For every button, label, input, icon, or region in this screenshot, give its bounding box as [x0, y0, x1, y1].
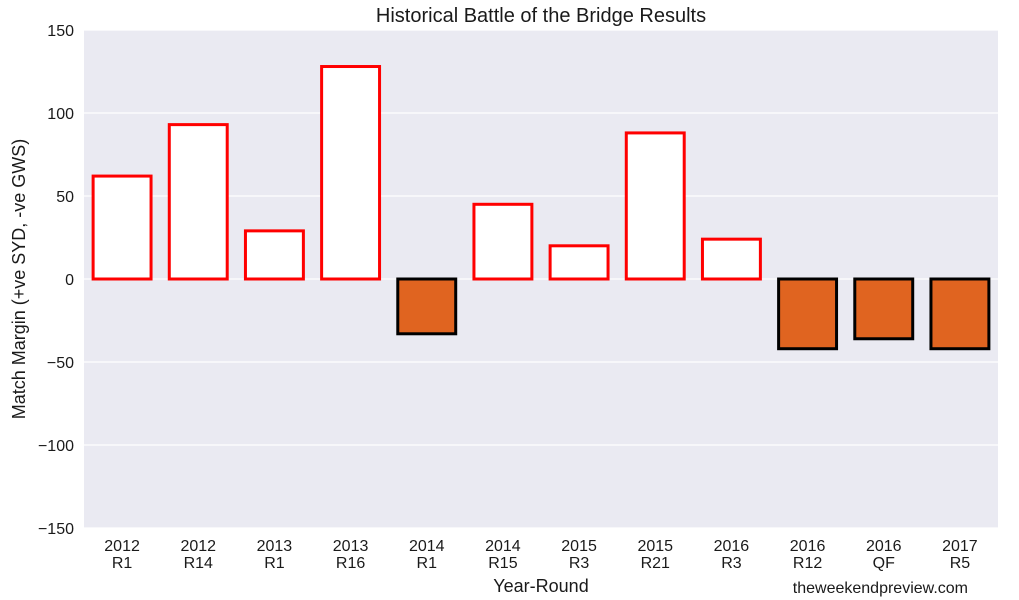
- x-tick-label: 2016 R3: [714, 538, 750, 572]
- x-tick-label: 2014 R1: [409, 538, 445, 572]
- y-tick-label: 50: [56, 189, 74, 206]
- bar-2015-r3: [548, 244, 610, 281]
- x-tick-label: 2017 R5: [942, 538, 978, 572]
- x-tick-label: 2013 R1: [257, 538, 293, 572]
- x-tick-label: 2015 R21: [637, 538, 673, 572]
- bars: [91, 65, 991, 351]
- bar-2014-r1: [396, 277, 458, 336]
- bar-2016-r3: [700, 237, 762, 281]
- x-tick-label: 2012 R14: [180, 538, 216, 572]
- x-tick-label: 2014 R15: [485, 538, 521, 572]
- x-tick-label: 2016 QF: [866, 538, 902, 572]
- bar-2017-r5: [929, 277, 991, 351]
- x-tick-label: 2015 R3: [561, 538, 597, 572]
- gridlines: [84, 29, 998, 529]
- bar-2015-r21: [624, 131, 686, 281]
- y-tick-label: 100: [47, 106, 74, 123]
- bar-2012-r1: [91, 174, 153, 281]
- x-tick-label: 2016 R12: [790, 538, 826, 572]
- chart-title: Historical Battle of the Bridge Results: [376, 5, 706, 27]
- y-axis-label: Match Margin (+ve SYD, -ve GWS): [9, 139, 29, 420]
- x-tick-labels: 2012 R1 2012 R14 2013 R1 2013 R16 2014 R1 2014 R15 2…: [104, 538, 978, 572]
- y-tick-labels: 150 100 50 0 −50 −100 −150: [38, 23, 74, 538]
- y-tick-label: −100: [38, 438, 74, 455]
- bar-2013-r1: [243, 229, 305, 281]
- x-tick-label: 2012 R1: [104, 538, 140, 572]
- x-tick-label: 2013 R16: [333, 538, 369, 572]
- y-tick-label: −50: [47, 355, 74, 372]
- y-tick-label: 150: [47, 23, 74, 40]
- y-tick-label: 0: [65, 272, 74, 289]
- bar-2014-r15: [472, 202, 534, 281]
- watermark-text: theweekendpreview.com: [793, 580, 968, 597]
- bar-2016-r12: [777, 277, 839, 351]
- y-tick-label: −150: [38, 521, 74, 538]
- bar-2012-r14: [167, 123, 229, 281]
- x-axis-label: Year-Round: [493, 576, 588, 596]
- bar-2016-qf: [853, 277, 915, 341]
- bar-2013-r16: [320, 65, 382, 281]
